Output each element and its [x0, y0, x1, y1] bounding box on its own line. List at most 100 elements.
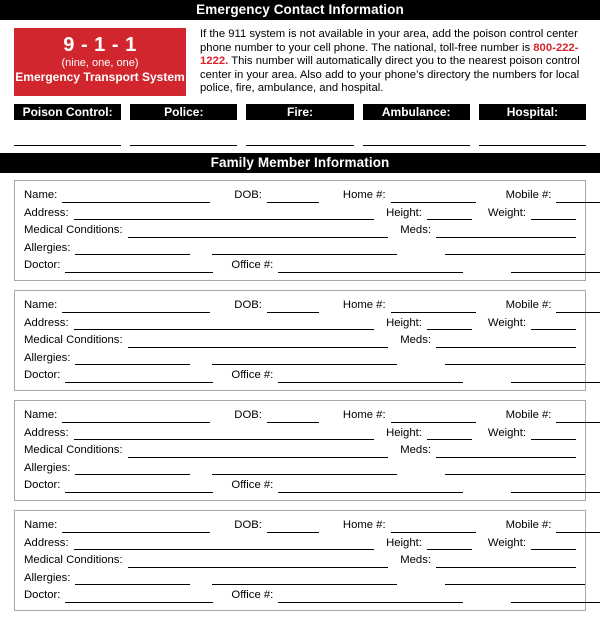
family-member-cards: Name: DOB: Home #: Mobile #: Address: He…	[0, 180, 600, 611]
input-weight[interactable]	[531, 319, 576, 331]
label-weight: Weight:	[487, 536, 526, 549]
input-dob[interactable]	[266, 412, 319, 423]
input-office-number[interactable]	[278, 592, 464, 603]
contact-input-hospital[interactable]	[478, 145, 587, 146]
emergency-body: 9 - 1 - 1 (nine, one, one) Emergency Tra…	[0, 20, 600, 96]
input-home-number[interactable]	[390, 192, 476, 203]
input-dob[interactable]	[266, 302, 319, 313]
input-weight[interactable]	[531, 209, 576, 221]
emergency-911-badge: 9 - 1 - 1 (nine, one, one) Emergency Tra…	[14, 28, 186, 96]
label-doctor: Doctor:	[24, 589, 61, 602]
label-allergies: Allergies:	[24, 351, 71, 364]
label-medical-conditions: Medical Conditions:	[24, 444, 123, 457]
input-meds-continued-2[interactable]	[511, 372, 600, 383]
input-meds[interactable]	[436, 337, 576, 348]
input-meds-continued[interactable]	[445, 354, 586, 366]
input-office-number[interactable]	[278, 372, 464, 383]
input-doctor[interactable]	[65, 262, 214, 273]
label-address: Address:	[24, 206, 69, 219]
contact-input-fire[interactable]	[246, 145, 354, 146]
input-medical-conditions[interactable]	[127, 557, 389, 568]
input-mobile-number[interactable]	[556, 412, 600, 423]
contact-column-poison-control: Poison Control:	[14, 104, 122, 146]
label-medical-conditions: Medical Conditions:	[24, 334, 123, 347]
input-name[interactable]	[62, 302, 211, 313]
input-name[interactable]	[62, 522, 211, 533]
input-medical-conditions[interactable]	[127, 447, 389, 458]
input-meds-continued-2[interactable]	[511, 262, 600, 273]
row-doctor: Doctor: Office #:	[24, 477, 600, 495]
input-medical-conditions[interactable]	[127, 227, 389, 238]
input-medical-conditions-continued[interactable]	[212, 244, 398, 256]
input-allergies[interactable]	[75, 244, 191, 256]
input-allergies[interactable]	[75, 464, 191, 476]
input-address[interactable]	[73, 209, 375, 221]
input-doctor[interactable]	[65, 372, 214, 383]
label-weight: Weight:	[487, 316, 526, 329]
input-dob[interactable]	[266, 192, 319, 203]
input-meds-continued[interactable]	[445, 574, 586, 586]
input-office-number[interactable]	[278, 262, 464, 273]
contact-label-ambulance: Ambulance:	[362, 104, 470, 120]
label-meds: Meds:	[400, 554, 431, 567]
input-weight[interactable]	[531, 429, 576, 441]
row-allergies: Allergies:	[24, 460, 586, 478]
input-name[interactable]	[62, 412, 211, 423]
input-height[interactable]	[426, 319, 472, 331]
input-meds-continued[interactable]	[445, 244, 586, 256]
contact-input-police[interactable]	[130, 145, 238, 146]
input-meds[interactable]	[436, 227, 576, 238]
label-height: Height:	[386, 316, 422, 329]
input-home-number[interactable]	[390, 522, 476, 533]
label-home-number: Home #:	[342, 518, 386, 531]
input-address[interactable]	[73, 539, 375, 551]
row-identity: Name: DOB: Home #: Mobile #:	[24, 407, 600, 425]
input-height[interactable]	[426, 429, 472, 441]
input-allergies[interactable]	[75, 574, 191, 586]
contact-input-ambulance[interactable]	[362, 145, 470, 146]
contact-label-poison-control: Poison Control:	[14, 104, 122, 120]
input-medical-conditions-continued[interactable]	[212, 354, 398, 366]
family-member-card: Name: DOB: Home #: Mobile #: Address: He…	[14, 289, 600, 391]
input-home-number[interactable]	[390, 412, 476, 423]
input-medical-conditions[interactable]	[127, 337, 389, 348]
input-mobile-number[interactable]	[556, 522, 600, 533]
input-mobile-number[interactable]	[556, 192, 600, 203]
label-height: Height:	[386, 536, 422, 549]
label-height: Height:	[386, 206, 422, 219]
input-meds-continued-2[interactable]	[511, 592, 600, 603]
input-weight[interactable]	[531, 539, 576, 551]
label-office-number: Office #:	[231, 479, 274, 492]
input-meds-continued[interactable]	[445, 464, 586, 476]
label-allergies: Allergies:	[24, 571, 71, 584]
input-office-number[interactable]	[278, 482, 464, 493]
label-office-number: Office #:	[231, 369, 274, 382]
input-address[interactable]	[73, 319, 375, 331]
blurb-part-1: If the 911 system is not available in yo…	[200, 28, 578, 54]
input-doctor[interactable]	[65, 592, 214, 603]
input-medical-conditions-continued[interactable]	[212, 464, 398, 476]
input-dob[interactable]	[266, 522, 319, 533]
input-meds[interactable]	[436, 557, 576, 568]
input-name[interactable]	[62, 192, 211, 203]
input-home-number[interactable]	[390, 302, 476, 313]
input-medical-conditions-continued[interactable]	[212, 574, 398, 586]
label-weight: Weight:	[487, 206, 526, 219]
input-height[interactable]	[426, 539, 472, 551]
label-dob: DOB:	[234, 298, 262, 311]
input-mobile-number[interactable]	[556, 302, 600, 313]
emergency-contact-banner: Emergency Contact Information	[0, 0, 600, 20]
input-meds-continued-2[interactable]	[511, 482, 600, 493]
input-doctor[interactable]	[65, 482, 214, 493]
row-address: Address: Height: Weight:	[24, 425, 576, 443]
row-medical: Medical Conditions: Meds:	[24, 332, 576, 350]
input-meds[interactable]	[436, 447, 576, 458]
row-doctor: Doctor: Office #:	[24, 257, 600, 275]
label-dob: DOB:	[234, 408, 262, 421]
contact-input-poison-control[interactable]	[14, 145, 122, 146]
input-height[interactable]	[426, 209, 472, 221]
input-allergies[interactable]	[75, 354, 191, 366]
input-address[interactable]	[73, 429, 375, 441]
badge-spoken: (nine, one, one)	[61, 57, 139, 69]
label-mobile-number: Mobile #:	[505, 189, 552, 201]
